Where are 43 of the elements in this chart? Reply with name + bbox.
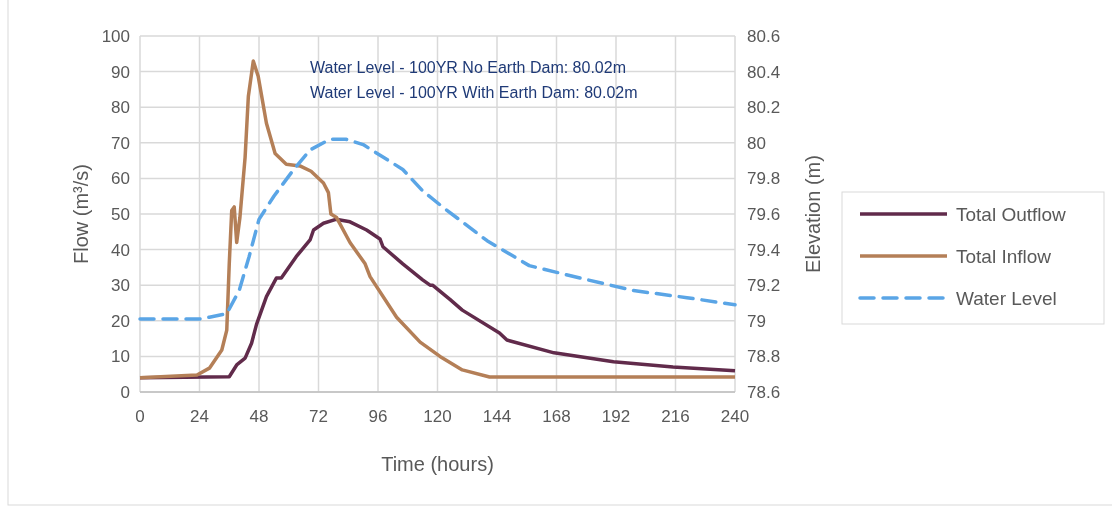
y-tick-label: 80 — [111, 98, 130, 118]
y2-tick-label: 79.2 — [747, 276, 781, 296]
y2-tick-label: 79.8 — [747, 169, 781, 189]
y-tick-label: 40 — [111, 240, 130, 260]
x-tick-label: 216 — [661, 407, 690, 426]
x-tick-label: 144 — [482, 407, 512, 426]
x-tick-label: 96 — [368, 407, 388, 426]
y2-tick-label: 80 — [747, 133, 766, 153]
x-tick-label: 192 — [601, 407, 631, 426]
x-tick-label: 24 — [190, 407, 209, 426]
x-axis-title: Time (hours) — [381, 453, 494, 475]
x-tick-label: 48 — [249, 407, 269, 426]
annotation: Water Level - 100YR With Earth Dam: 80.02m — [310, 84, 638, 101]
y2-tick-label: 78.8 — [747, 347, 781, 367]
x-tick-label: 0 — [135, 407, 145, 426]
y-tick-label: 0 — [120, 383, 130, 402]
y2-tick-label: 80.2 — [747, 98, 781, 118]
line-series — [138, 137, 737, 321]
y2-tick-label: 79 — [747, 311, 766, 331]
legend-label: Total Outflow — [956, 204, 1067, 225]
y-tick-label: 90 — [111, 62, 130, 82]
y2-tick-label: 80.6 — [747, 27, 781, 46]
x-tick-label: 120 — [423, 407, 452, 426]
y-tick-label: 60 — [111, 169, 130, 189]
x-tick-label: 72 — [309, 407, 328, 426]
y2-tick-label: 78.6 — [747, 383, 781, 402]
y2-tick-label: 79.6 — [747, 205, 781, 224]
y-tick-label: 50 — [111, 205, 130, 224]
y-tick-label: 70 — [111, 133, 130, 153]
x-tick-label: 168 — [542, 407, 571, 426]
y-tick-label: 30 — [111, 276, 130, 296]
line-series — [138, 59, 737, 380]
legend-label: Total Inflow — [956, 246, 1052, 267]
y-axis-title: Flow (m³/s) — [70, 164, 92, 264]
y-tick-label: 10 — [111, 347, 130, 367]
annotation: Water Level - 100YR No Earth Dam: 80.02m — [310, 59, 626, 76]
y2-tick-label: 80.4 — [747, 62, 781, 82]
x-tick-label: 240 — [720, 407, 750, 426]
y-tick-label: 100 — [101, 27, 130, 46]
y2-axis-title: Elevation (m) — [802, 155, 824, 273]
y2-tick-label: 79.4 — [747, 240, 781, 260]
legend-label: Water Level — [956, 288, 1057, 309]
y-tick-label: 20 — [111, 311, 130, 331]
